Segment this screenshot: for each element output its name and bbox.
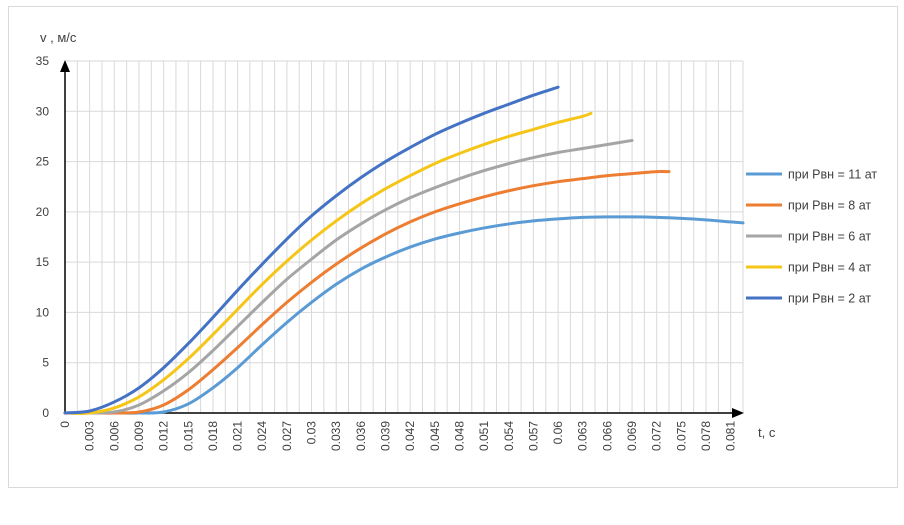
x-tick-label: 0.054: [502, 421, 516, 451]
y-tick-labels: 0 5 10 15 20 25 30 35: [36, 54, 50, 420]
y-axis-arrow: [60, 60, 70, 72]
y-tick-label: 5: [42, 356, 49, 370]
series-line-1: [63, 215, 745, 415]
x-tick-label: 0.003: [83, 421, 97, 451]
series-line-4: [63, 111, 593, 415]
x-tick-label: 0.012: [157, 421, 171, 451]
y-tick-label: 35: [36, 54, 50, 68]
x-tick-label: 0.072: [650, 421, 664, 451]
y-tick-label: 10: [36, 305, 50, 319]
y-axis-title: v , м/с: [40, 30, 77, 45]
x-tick-label: 0.066: [600, 421, 614, 451]
x-tick-label: 0.063: [576, 421, 590, 451]
x-tick-label: 0.024: [255, 421, 269, 451]
x-tick-label: 0.009: [132, 421, 146, 451]
x-tick-label: 0.018: [206, 421, 220, 451]
x-tick-label: 0.069: [625, 421, 639, 451]
x-tick-label: 0.048: [452, 421, 466, 451]
legend-entry: при Рвн = 2 ат: [788, 292, 871, 306]
x-tick-label: 0.051: [477, 421, 491, 451]
y-tick-label: 25: [36, 155, 50, 169]
legend: при Рвн = 11 ат при Рвн = 8 ат при Рвн = 6…: [746, 168, 877, 306]
legend-entry: при Рвн = 8 ат: [788, 199, 871, 213]
y-tick-label: 0: [42, 406, 49, 420]
series-line-3: [63, 138, 634, 415]
legend-entry: при Рвн = 11 ат: [788, 168, 877, 182]
x-tick-label: 0.075: [674, 421, 688, 451]
x-tick-label: 0.078: [699, 421, 713, 451]
axes: [60, 60, 744, 418]
x-tick-label: 0.03: [305, 421, 319, 445]
x-tick-label: 0.081: [724, 421, 738, 451]
x-axis-arrow: [732, 408, 744, 418]
x-tick-label: 0.015: [181, 421, 195, 451]
legend-entry: при Рвн = 6 ат: [788, 230, 871, 244]
x-tick-label: 0.021: [231, 421, 245, 451]
y-tick-label: 30: [36, 104, 50, 118]
x-axis-title: t, с: [758, 425, 776, 440]
x-tick-label: 0.06: [551, 421, 565, 445]
x-tick-label: 0.027: [280, 421, 294, 451]
x-tick-label: 0.042: [403, 421, 417, 451]
series-line-2: [63, 169, 671, 415]
y-tick-label: 20: [36, 205, 50, 219]
grid: [65, 60, 744, 414]
legend-entry: при Рвн = 4 ат: [788, 261, 871, 275]
x-tick-label: 0.006: [107, 421, 121, 451]
x-tick-label: 0.057: [526, 421, 540, 451]
x-tick-label: 0.039: [379, 421, 393, 451]
x-tick-label: 0.036: [354, 421, 368, 451]
x-tick-label: 0.033: [329, 421, 343, 451]
y-tick-label: 15: [36, 255, 50, 269]
x-tick-label: 0.045: [428, 421, 442, 451]
x-tick-label: 0: [58, 421, 72, 428]
series-line-5: [63, 85, 560, 415]
series-lines: [63, 85, 745, 415]
x-tick-labels: 0 0.003 0.006 0.009 0.012 0.015 0.018 0.021 0.02…: [58, 421, 738, 451]
